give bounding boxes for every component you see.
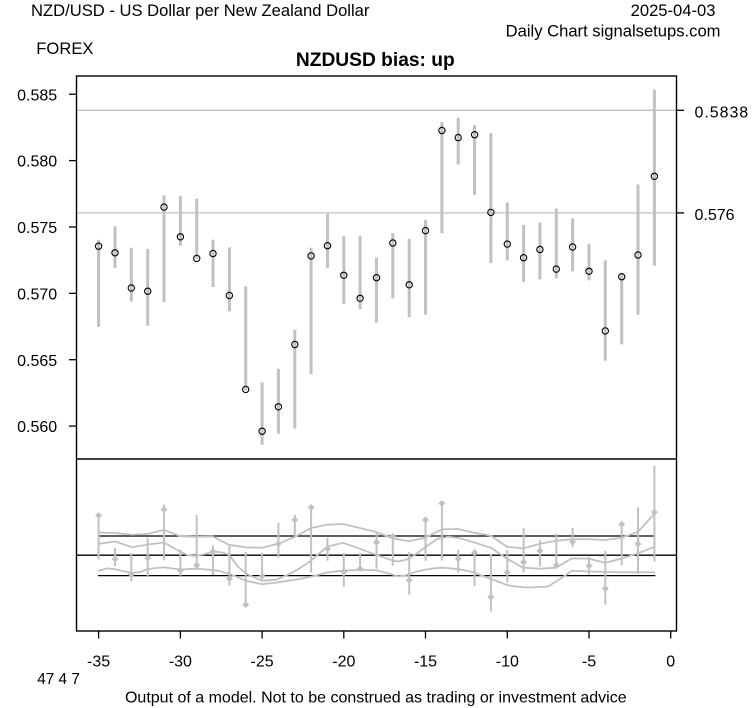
svg-text:0.5838: 0.5838 xyxy=(695,105,750,122)
svg-text:0.585: 0.585 xyxy=(17,87,57,104)
svg-text:47 4 7: 47 4 7 xyxy=(37,671,80,688)
svg-text:2025-04-03: 2025-04-03 xyxy=(631,1,716,20)
svg-text:-25: -25 xyxy=(251,654,274,671)
svg-text:FOREX: FOREX xyxy=(36,39,93,58)
svg-text:Output of a model. Not to be c: Output of a model. Not to be construed a… xyxy=(125,689,627,706)
svg-text:NZDUSD bias: up: NZDUSD bias: up xyxy=(296,50,455,71)
svg-text:-30: -30 xyxy=(169,654,192,671)
svg-text:0.565: 0.565 xyxy=(17,353,57,370)
svg-text:-15: -15 xyxy=(414,654,437,671)
svg-text:0.570: 0.570 xyxy=(17,286,57,303)
svg-text:-20: -20 xyxy=(332,654,355,671)
svg-text:0.576: 0.576 xyxy=(695,207,735,224)
svg-text:0.580: 0.580 xyxy=(17,154,57,171)
svg-text:-35: -35 xyxy=(87,654,110,671)
svg-text:Daily Chart signalsetups.com: Daily Chart signalsetups.com xyxy=(506,22,721,41)
svg-text:-5: -5 xyxy=(582,654,596,671)
svg-text:0.575: 0.575 xyxy=(17,220,57,237)
svg-text:0.560: 0.560 xyxy=(17,419,57,436)
svg-text:0: 0 xyxy=(666,654,675,671)
svg-text:NZD/USD - US Dollar per New Ze: NZD/USD - US Dollar per New Zealand Doll… xyxy=(31,1,370,20)
svg-text:-10: -10 xyxy=(496,654,519,671)
